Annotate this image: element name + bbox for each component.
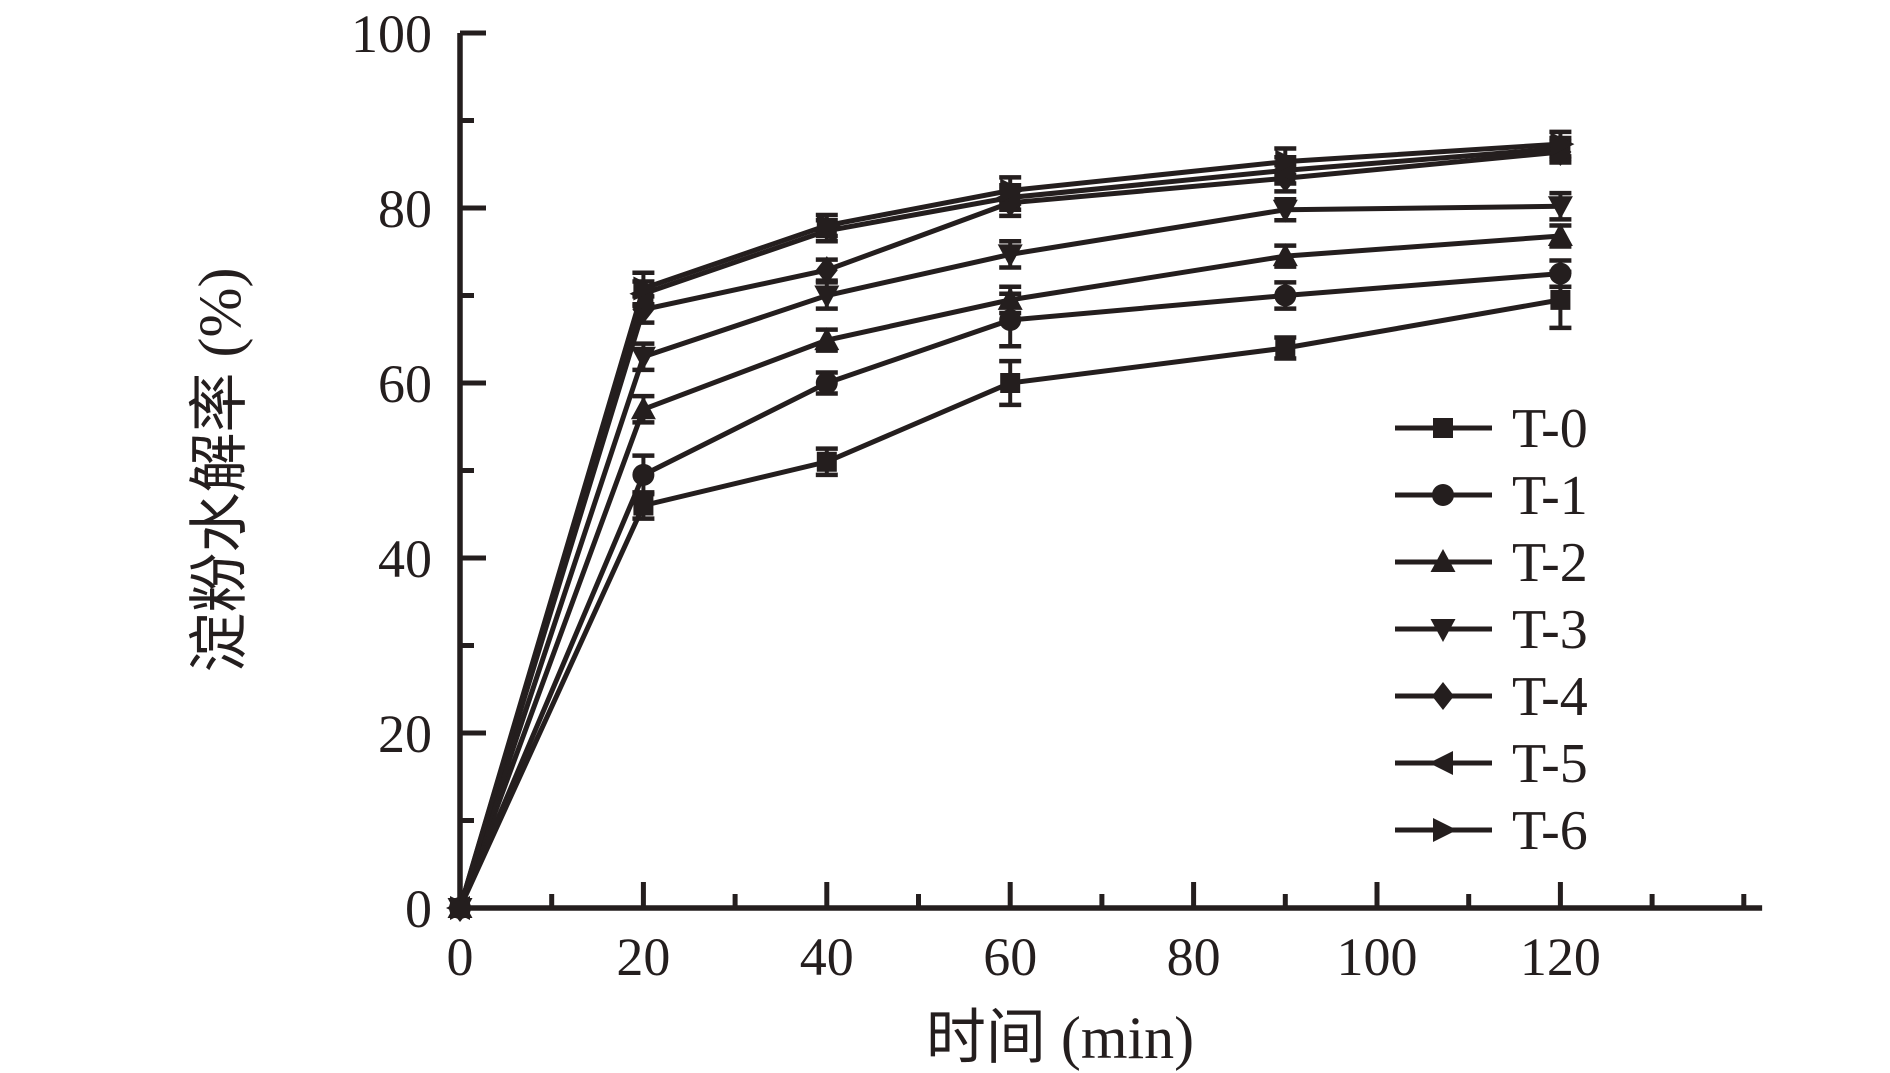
marker-triangle-right (633, 276, 658, 301)
marker-triangle-down (997, 244, 1023, 268)
legend-item-T-2: T-2 (1395, 532, 1588, 594)
y-tick-label: 0 (405, 879, 432, 939)
marker-square (1000, 373, 1021, 393)
marker-triangle-down (1430, 619, 1456, 642)
legend-item-T-1: T-1 (1395, 465, 1588, 527)
marker-triangle-left (1429, 751, 1453, 775)
marker-triangle-down (1547, 196, 1573, 220)
series-line (457, 203, 1561, 909)
marker-circle (815, 372, 838, 394)
marker-triangle-up (814, 327, 840, 351)
marker-triangle-up (997, 286, 1023, 310)
marker-triangle-up (1430, 549, 1456, 572)
x-tick-label: 60 (983, 927, 1037, 987)
marker-circle (1549, 262, 1572, 285)
legend-label: T-0 (1512, 398, 1588, 460)
x-tick-label: 0 (447, 927, 474, 987)
marker-triangle-right (1275, 149, 1300, 174)
series-line (457, 297, 1561, 910)
marker-square (1550, 289, 1571, 310)
legend-item-T-5: T-5 (1395, 733, 1588, 795)
series-T-3 (447, 190, 1573, 921)
y-tick-label: 40 (378, 529, 432, 589)
marker-square (1433, 418, 1453, 438)
y-tick-label: 60 (378, 354, 432, 414)
axes: 0 20 40 60 80 100 120 0 20 40 60 80 100 (351, 4, 1763, 987)
y-tick-label: 20 (378, 704, 432, 764)
y-tick-label: 100 (351, 4, 432, 64)
x-tick-label: 120 (1520, 927, 1601, 987)
marker-triangle-up (630, 396, 656, 420)
marker-triangle-down (814, 285, 840, 309)
series-line (457, 149, 1561, 909)
y-axis-label: 淀粉水解率 (%) (187, 268, 253, 673)
marker-circle (632, 463, 655, 486)
legend-label: T-6 (1512, 800, 1588, 862)
legend-item-T-3: T-3 (1395, 599, 1588, 661)
x-tick-label: 40 (800, 927, 854, 987)
plot-series (446, 129, 1575, 922)
marker-triangle-right (450, 896, 474, 920)
legend: T-0T-1T-2T-3T-4T-5T-6 (1395, 398, 1588, 862)
marker-triangle-down (630, 346, 656, 370)
marker-circle (1432, 484, 1454, 506)
marker-triangle-right (1000, 178, 1025, 203)
series-T-6 (450, 129, 1575, 920)
legend-item-T-6: T-6 (1395, 800, 1588, 862)
marker-triangle-right (1550, 132, 1575, 157)
series-T-2 (447, 223, 1573, 918)
legend-label: T-1 (1512, 465, 1588, 527)
series-line (457, 141, 1561, 909)
x-tick-label: 20 (616, 927, 670, 987)
legend-label: T-3 (1512, 599, 1588, 661)
marker-diamond (815, 256, 838, 285)
legend-label: T-2 (1512, 532, 1588, 594)
marker-triangle-right (816, 213, 841, 238)
x-tick-label: 100 (1337, 927, 1418, 987)
marker-square (816, 451, 837, 472)
legend-item-T-4: T-4 (1395, 666, 1588, 728)
marker-diamond (1432, 682, 1454, 710)
series-line (457, 271, 1561, 909)
marker-triangle-down (1272, 199, 1298, 223)
series-line (457, 233, 1561, 909)
legend-label: T-4 (1512, 666, 1588, 728)
legend-item-T-0: T-0 (1395, 398, 1588, 460)
marker-triangle-up (1272, 243, 1298, 267)
legend-label: T-5 (1512, 733, 1588, 795)
marker-square (1275, 338, 1296, 358)
x-tick-label: 80 (1167, 927, 1221, 987)
y-tick-label: 80 (378, 179, 432, 239)
marker-square (633, 495, 654, 516)
marker-triangle-right (1433, 818, 1457, 842)
x-axis-label: 时间 (min) (926, 1005, 1194, 1071)
marker-triangle-up (1547, 223, 1573, 246)
marker-circle (1274, 284, 1297, 307)
